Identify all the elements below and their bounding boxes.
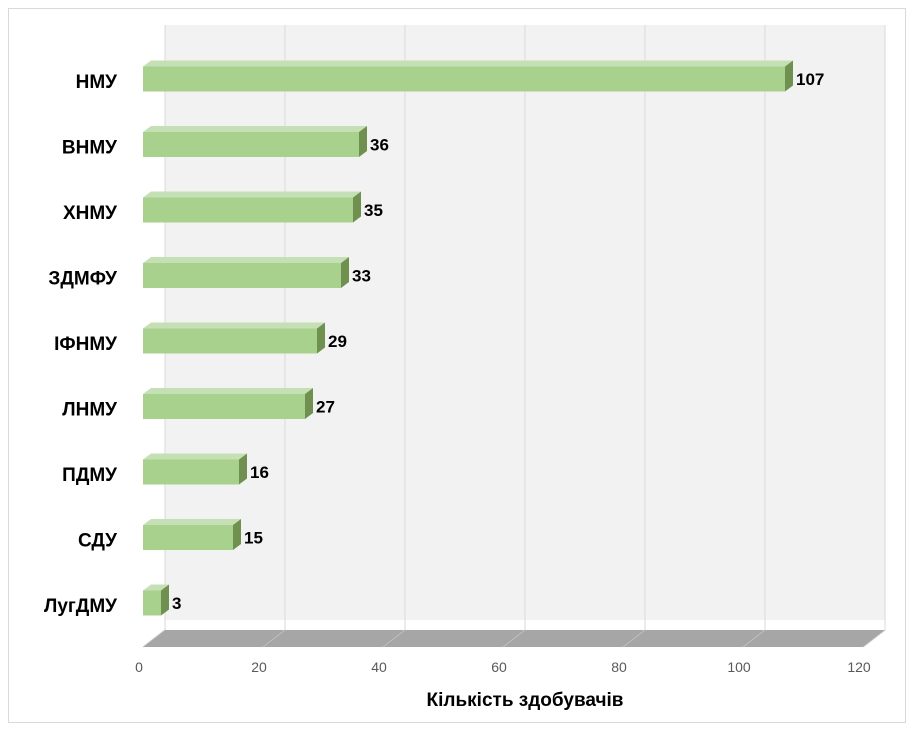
category-label: ЛНМУ	[62, 400, 117, 421]
floor-gridline	[262, 629, 286, 648]
floor-gridline	[382, 629, 406, 648]
bar-top-face	[143, 388, 313, 394]
bar-side-face	[161, 584, 169, 616]
data-label: 36	[370, 136, 389, 155]
data-label: 3	[172, 594, 181, 613]
x-tick-label: 0	[135, 659, 143, 675]
bar	[143, 394, 305, 419]
category-label: ВНМУ	[62, 138, 117, 159]
x-tick-label: 100	[727, 659, 751, 675]
data-label: 15	[244, 529, 263, 548]
bar	[143, 132, 359, 157]
data-label: 35	[364, 201, 383, 220]
bar	[143, 525, 233, 550]
data-label: 16	[250, 463, 269, 482]
bar	[143, 263, 341, 288]
bar-side-face	[239, 453, 247, 485]
data-label: 33	[352, 267, 371, 286]
data-label: 107	[796, 70, 824, 89]
bar-top-face	[143, 191, 361, 198]
bar	[143, 66, 785, 92]
floor-gridline	[742, 629, 766, 648]
x-tick-label: 80	[611, 659, 627, 675]
bar-top-face	[143, 322, 325, 329]
bar-top-face	[143, 126, 367, 132]
bar-side-face	[305, 388, 313, 419]
category-label: ХНМУ	[63, 203, 117, 224]
category-label: ІФНМУ	[54, 334, 117, 355]
bar-top-face	[143, 519, 241, 525]
bar-side-face	[233, 519, 241, 550]
bar-top-face	[143, 584, 169, 591]
bar	[143, 328, 317, 354]
data-label: 27	[316, 398, 335, 417]
floor-gridline	[622, 629, 646, 648]
bar-side-face	[317, 322, 325, 354]
floor-gridline	[862, 629, 886, 648]
bar-side-face	[341, 257, 349, 288]
category-label: НМУ	[76, 72, 118, 93]
bar-side-face	[359, 126, 367, 157]
bar-top-face	[143, 60, 793, 67]
bar	[143, 590, 161, 616]
x-tick-label: 60	[491, 659, 507, 675]
x-tick-label: 40	[371, 659, 387, 675]
bar	[143, 459, 239, 485]
category-label: ЗДМФУ	[48, 269, 117, 290]
x-tick-label: 20	[251, 659, 267, 675]
bar-top-face	[143, 257, 349, 263]
floor-gridline	[502, 629, 526, 648]
x-tick-label: 120	[847, 659, 871, 675]
bar	[143, 197, 353, 223]
bar-side-face	[353, 191, 361, 223]
bar-side-face	[785, 60, 793, 92]
category-label: СДУ	[78, 531, 117, 552]
x-axis-title: Кількість здобувачів	[427, 690, 624, 711]
floor-gridline	[142, 629, 166, 648]
category-label: ПДМУ	[62, 465, 117, 486]
data-label: 29	[328, 332, 347, 351]
category-label: ЛугДМУ	[44, 596, 117, 617]
bar-top-face	[143, 453, 247, 460]
